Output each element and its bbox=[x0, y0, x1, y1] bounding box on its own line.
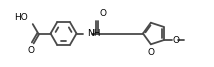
Text: O: O bbox=[147, 48, 154, 57]
Text: O: O bbox=[99, 9, 106, 18]
Text: HO: HO bbox=[15, 13, 28, 22]
Text: NH: NH bbox=[88, 29, 101, 38]
Text: O: O bbox=[28, 46, 35, 55]
Text: O: O bbox=[172, 36, 179, 45]
